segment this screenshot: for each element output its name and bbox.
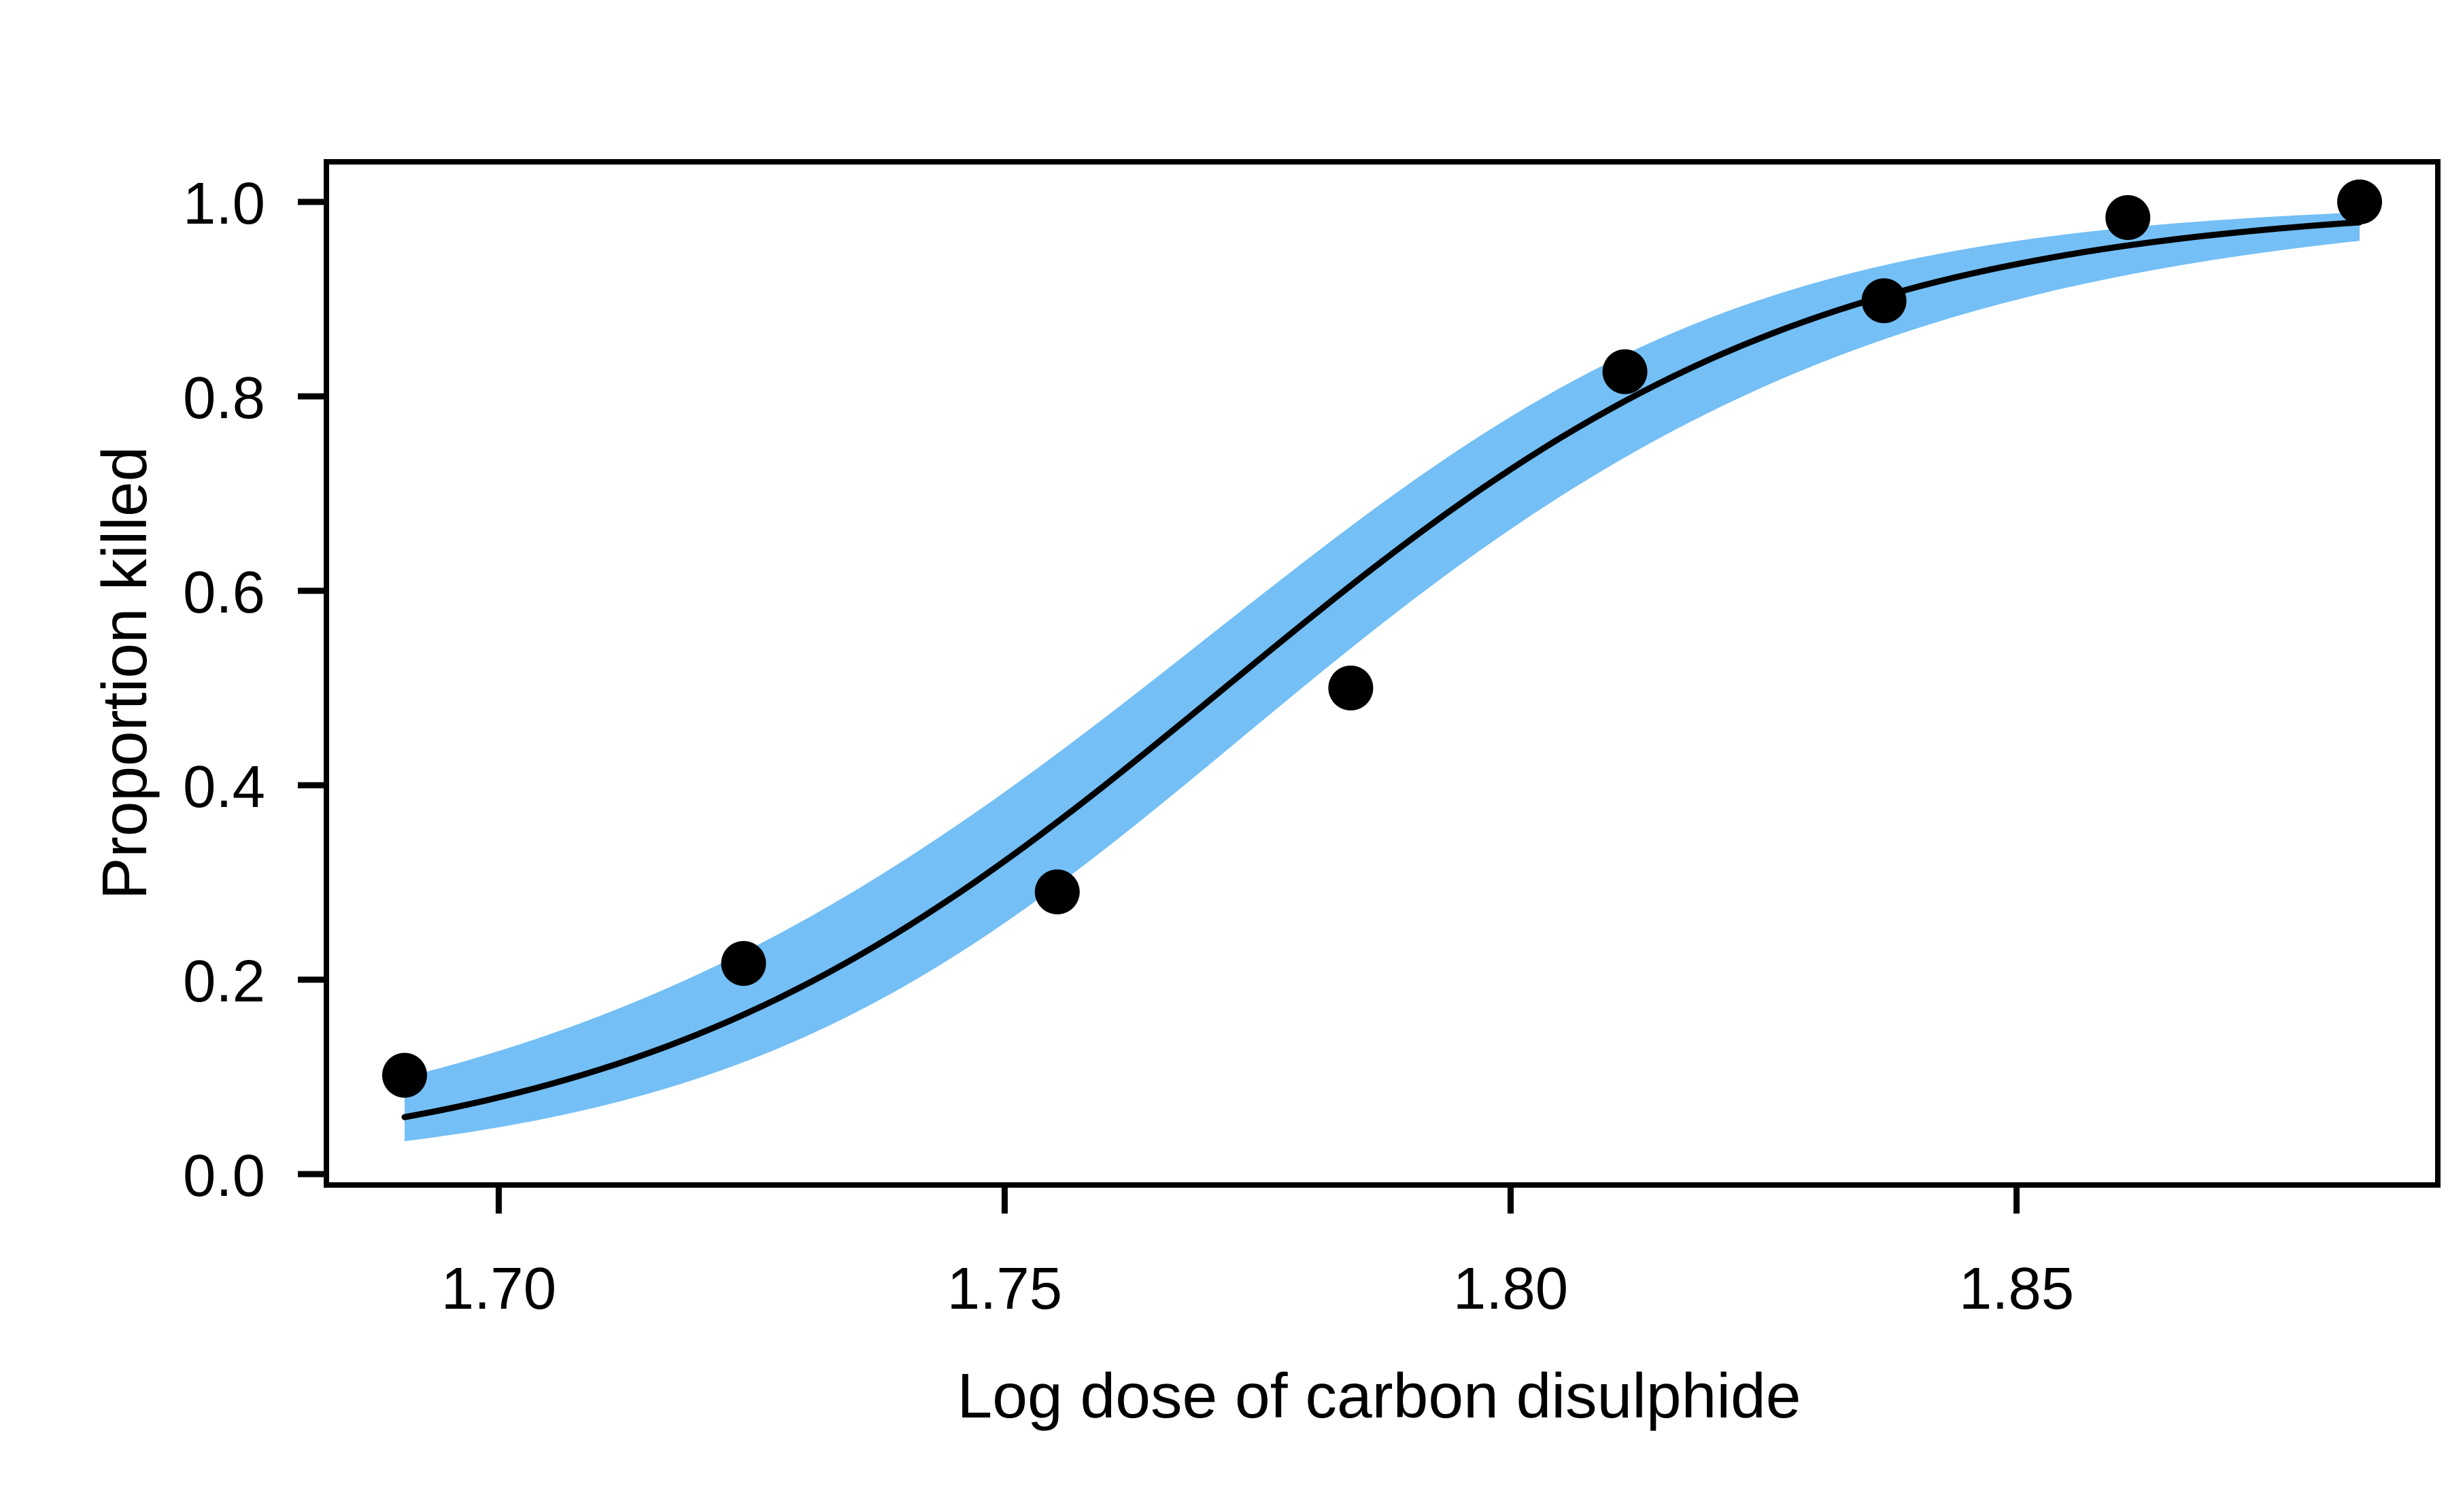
confidence-band-layer <box>405 212 2360 1141</box>
x-tick-label: 1.80 <box>1453 1256 1568 1322</box>
y-tick-label: 0.6 <box>183 560 265 625</box>
confidence-band <box>405 212 2360 1141</box>
data-point <box>382 1052 427 1098</box>
data-point <box>1602 349 1648 394</box>
fit-curve-layer <box>401 219 2363 1120</box>
y-tick-label: 0.0 <box>183 1143 265 1209</box>
axes-layer: 1.70 1.75 1.80 1.85 0.0 0.2 0.4 0.6 0.8 1.0 <box>183 159 2441 1322</box>
data-point <box>1328 666 1374 710</box>
y-tick-label: 0.4 <box>183 754 265 820</box>
y-tick-label: 0.8 <box>183 365 265 431</box>
y-axis-title: Proportion killed <box>89 447 160 900</box>
data-point <box>721 941 766 986</box>
x-axis-title: Log dose of carbon disulphide <box>957 1360 1801 1431</box>
data-point <box>2337 179 2382 224</box>
y-tick-label: 0.2 <box>183 948 265 1014</box>
y-tick-label: 1.0 <box>183 171 265 237</box>
plot-frame <box>324 159 2441 1188</box>
fit-curve-line <box>401 219 2363 1120</box>
data-point <box>1861 278 1907 324</box>
data-points-layer <box>382 179 2382 1098</box>
x-tick-label: 1.85 <box>1959 1256 2074 1322</box>
x-tick-label: 1.70 <box>441 1256 556 1322</box>
data-point <box>1034 869 1080 914</box>
x-tick-label: 1.75 <box>947 1256 1062 1322</box>
data-point <box>2105 195 2151 240</box>
